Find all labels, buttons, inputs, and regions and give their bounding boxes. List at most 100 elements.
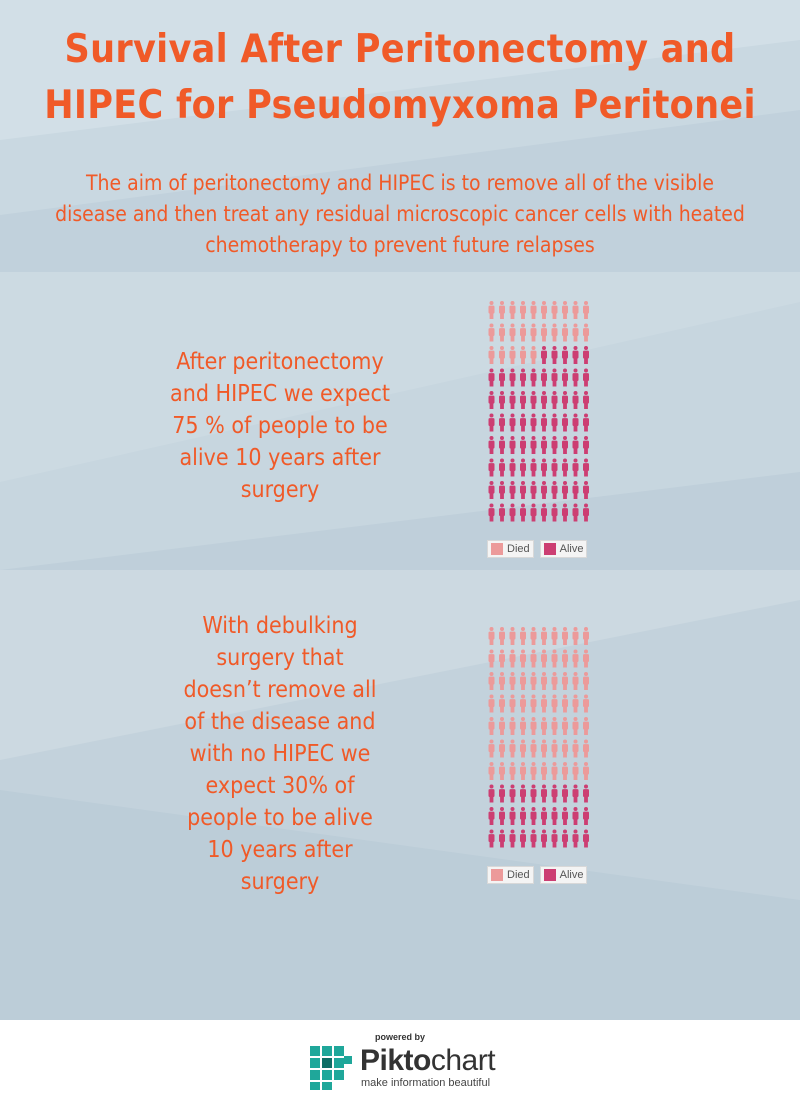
person-icon-died (520, 323, 526, 342)
person-icon-alive (509, 829, 516, 848)
person-icon-alive (509, 368, 516, 387)
person-icon-alive (530, 391, 537, 409)
person-icon-died (583, 301, 589, 319)
person-icon-alive (499, 503, 505, 522)
brand-name-bold: Pikto (360, 1044, 431, 1077)
person-icon-died (541, 649, 547, 668)
person-icon-died (509, 627, 516, 645)
person-icon-alive (509, 436, 516, 454)
person-icon-alive (520, 368, 526, 387)
panel-2-background (0, 570, 800, 1020)
person-icon-alive (551, 368, 558, 387)
person-icon-alive (520, 481, 526, 499)
person-icon-died (499, 649, 505, 668)
person-icon-alive (541, 784, 547, 803)
person-icon-died (520, 301, 526, 319)
panel-1-line-1: After peritonectomy (176, 349, 384, 375)
person-icon-alive (499, 436, 505, 454)
person-icon-died (520, 694, 526, 713)
person-icon-died (488, 717, 495, 735)
person-icon-died (488, 627, 495, 645)
powered-by-text: powered by (374, 1032, 425, 1042)
brand-tagline: make information beautiful (361, 1077, 491, 1089)
brand-name: Piktochart (360, 1044, 496, 1078)
title-line-1: Survival After Peritonectomy and (64, 27, 736, 72)
person-icon-alive (583, 829, 589, 848)
person-icon-alive (488, 436, 495, 454)
person-icon-died (541, 301, 547, 319)
person-icon-died (562, 717, 568, 735)
person-icon-died (530, 694, 537, 713)
person-icon-alive (551, 829, 558, 848)
panel-1-line-5: surgery (240, 477, 320, 503)
person-icon-alive (562, 346, 568, 364)
person-icon-alive (499, 368, 505, 387)
person-icon-alive (520, 436, 526, 454)
person-icon-died (551, 649, 558, 668)
piktochart-logo-icon (310, 1046, 352, 1090)
subtitle-line-1: The aim of peritonectomy and HIPEC is to… (86, 171, 714, 195)
legend-swatch-died (491, 543, 503, 555)
person-icon-alive (551, 436, 558, 454)
person-icon-alive (551, 391, 558, 409)
panel-2-line-6: expect 30% of (205, 773, 355, 799)
header-section: Survival After Peritonectomy and HIPEC f… (0, 0, 800, 272)
person-icon-died (541, 739, 547, 758)
header-background (0, 0, 800, 272)
person-icon-died (583, 672, 589, 690)
panel-1-line-2: and HIPEC we expect (170, 381, 390, 407)
person-icon-died (583, 717, 589, 735)
person-icon-alive (530, 829, 537, 848)
person-icon-alive (499, 413, 505, 432)
person-icon-alive (541, 436, 547, 454)
person-icon-died (562, 301, 568, 319)
person-icon-alive (509, 784, 516, 803)
panel-1-text: After peritonectomy and HIPEC we expect … (160, 346, 400, 506)
footer: powered by Piktochart make information b… (0, 1020, 800, 1100)
person-icon-alive (488, 458, 495, 477)
piktochart-logo[interactable]: Piktochart make information beautiful (310, 1044, 500, 1090)
person-icon-alive (488, 503, 495, 522)
person-icon-died (520, 672, 526, 690)
person-icon-alive (583, 807, 589, 825)
person-icon-alive (530, 784, 537, 803)
legend-swatch-alive (543, 543, 556, 555)
person-icon-alive (562, 368, 568, 387)
person-icon-died (541, 694, 547, 713)
legend-label-alive: Alive (559, 543, 584, 555)
person-icon-alive (583, 391, 589, 409)
page-title: Survival After Peritonectomy and HIPEC f… (0, 22, 800, 134)
person-icon-alive (520, 784, 526, 803)
panel-peritonectomy: After peritonectomy and HIPEC we expect … (0, 272, 800, 570)
person-icon-died (572, 717, 579, 735)
person-icon-died (551, 717, 558, 735)
person-icon-alive (509, 413, 516, 432)
person-icon-died (562, 694, 568, 713)
person-icon-alive (583, 346, 589, 364)
person-icon-alive (488, 807, 495, 825)
person-icon-alive (562, 391, 568, 409)
person-icon-died (572, 762, 579, 780)
legend-label-alive: Alive (559, 869, 584, 881)
person-icon-died (572, 694, 579, 713)
person-icon-alive (562, 413, 568, 432)
person-icon-died (551, 301, 558, 319)
legend-label-died: Died (507, 543, 530, 555)
person-icon-died (488, 649, 495, 668)
person-icon-alive (530, 368, 537, 387)
person-icon-died (551, 323, 558, 342)
person-icon-died (562, 323, 568, 342)
legend-item-alive: Alive (539, 866, 588, 884)
person-icon-alive (551, 503, 558, 522)
person-icon-alive (488, 368, 495, 387)
person-icon-alive (499, 829, 505, 848)
legend-item-died: Died (487, 540, 534, 558)
person-icon-died (520, 739, 526, 758)
person-icon-alive (572, 368, 579, 387)
person-icon-alive (530, 503, 537, 522)
person-icon-alive (488, 391, 495, 409)
person-icon-died (562, 649, 568, 668)
person-icon-died (499, 301, 505, 319)
panel-2-line-8: 10 years after (207, 837, 353, 863)
